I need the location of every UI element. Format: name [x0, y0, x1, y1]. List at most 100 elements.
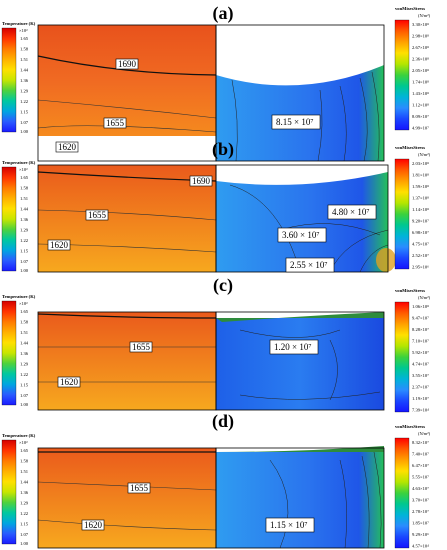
isotherm-label-box — [57, 376, 81, 388]
isotherm-label-box — [85, 209, 109, 221]
tick-label: 2.05×10⁸ — [412, 68, 429, 73]
colorbar-multiplier: ×10³ — [19, 301, 28, 306]
tick-label: 4.57×10⁴ — [412, 544, 429, 549]
stress-region — [216, 452, 384, 548]
tick-label: 1.36 — [20, 78, 29, 83]
tick-label: 1.51 — [20, 196, 29, 201]
panel-label: (c) — [213, 275, 233, 296]
colorbar-gradient — [394, 158, 410, 270]
isotherm-label: 1620 — [50, 240, 69, 250]
tick-label: 1.58 — [20, 459, 29, 464]
colorbar-title: Temperature (K) — [2, 433, 36, 438]
tick-label: 7.39×10⁴ — [412, 408, 429, 413]
stress-contour — [359, 77, 368, 162]
stress-field: 4.80 × 10⁷ 3.60 × 10⁷ 2.55 × 10⁷ — [215, 164, 396, 273]
stress-label: 1.20 × 10⁷ — [274, 342, 311, 352]
stress-contour — [229, 184, 301, 273]
stress-contour — [373, 451, 382, 549]
stress-colorbar: vonMisesStress (N/m²) 3.30×10⁸ 2.98×10⁸ … — [394, 6, 431, 131]
isotherm-label-box — [103, 117, 127, 129]
tick-label: 5.55×10⁷ — [412, 475, 429, 480]
colorbar-multiplier: ×10³ — [19, 440, 28, 445]
tick-label: 1.29 — [20, 362, 29, 367]
tick-label: 1.07 — [20, 532, 29, 537]
colorbar-title: Temperature (K) — [2, 294, 36, 299]
tick-label: 6.98×10⁷ — [412, 230, 429, 235]
isotherm-label-box — [115, 58, 139, 70]
stress-region — [216, 318, 384, 410]
tick-label: 1.29 — [20, 501, 29, 506]
colorbar-title: vonMisesStress — [395, 145, 425, 150]
melt-region — [38, 448, 216, 548]
isotherm-label-box — [127, 482, 151, 494]
tick-label: 1.06×10⁸ — [412, 304, 429, 309]
colorbar-gradient — [394, 19, 410, 131]
isotherm-label-box — [81, 519, 105, 531]
stress-contour — [269, 459, 289, 549]
isotherm-label: 1690 — [192, 176, 211, 186]
tick-label: 1.22 — [20, 99, 29, 104]
stress-region — [216, 172, 388, 272]
tick-label: 3.30×10⁸ — [412, 22, 429, 27]
colorbar-gradient — [1, 439, 17, 545]
tick-label: 1.12×10⁸ — [412, 103, 429, 108]
colorbar-gradient — [394, 301, 410, 413]
tick-label: 2.52×10⁷ — [412, 253, 429, 258]
tick-label: 1.36 — [20, 351, 29, 356]
tick-label: 1.22 — [20, 372, 29, 377]
tick-label: 2.78×10⁷ — [412, 509, 429, 514]
temperature-colorbar: Temperature (K) ×10³ 1.65 1.58 1.51 1.44… — [1, 294, 36, 407]
colorbar-ticks: 2.03×10⁸ 1.81×10⁸ 1.59×10⁸ 1.37×10⁸ 1.14… — [412, 161, 429, 270]
colorbar-gradient — [1, 166, 17, 272]
colorbar-multiplier: ×10³ — [19, 28, 28, 33]
surface-layer — [216, 312, 384, 322]
domain-outline — [215, 311, 385, 411]
tick-label: 1.19×10⁷ — [412, 396, 429, 401]
isotherm-label: 1620 — [58, 142, 77, 152]
colorbar-unit: (N/m²) — [418, 152, 431, 157]
panel-label: (a) — [213, 3, 234, 24]
tick-label: 1.36 — [20, 490, 29, 495]
stress-contour — [359, 244, 389, 273]
tick-label: 1.15 — [20, 522, 29, 527]
tick-label: 1.15 — [20, 383, 29, 388]
domain-outline — [215, 24, 385, 162]
tick-label: 1.15 — [20, 249, 29, 254]
isotherm-label: 1690 — [118, 59, 137, 69]
stress-label-box — [277, 227, 327, 243]
isotherm-label: 1655 — [88, 210, 107, 220]
panel-d: (d) Temperature (K) ×10³ 1.65 1.58 1.51 … — [1, 411, 431, 549]
tick-label: 1.22 — [20, 238, 29, 243]
stress-label-box — [265, 517, 315, 533]
tick-label: 1.81×10⁸ — [412, 173, 429, 178]
colorbar-gradient — [1, 27, 17, 133]
tick-label: 1.51 — [20, 57, 29, 62]
tick-label: 3.70×10⁷ — [412, 498, 429, 503]
colorbar-unit: (N/m²) — [418, 431, 431, 436]
surface-layer — [216, 446, 384, 452]
colorbar-title: vonMisesStress — [395, 6, 425, 11]
colorbar-ticks: 3.30×10⁸ 2.98×10⁸ 2.67×10⁸ 2.36×10⁸ 2.05… — [412, 22, 429, 131]
stress-label-box — [271, 114, 321, 130]
tick-label: 1.00 — [20, 129, 29, 134]
colorbar-ticks: 8.32×10⁷ 7.40×10⁷ 6.47×10⁷ 5.55×10⁷ 4.63… — [412, 440, 429, 549]
tick-label: 1.22 — [20, 511, 29, 516]
tick-label: 1.65 — [20, 36, 29, 41]
colorbar-ticks: 1.65 1.58 1.51 1.44 1.36 1.29 1.22 1.15 … — [20, 309, 29, 407]
stress-label: 3.60 × 10⁷ — [282, 230, 319, 240]
tick-label: 1.44 — [20, 341, 29, 346]
colorbar-ticks: 1.65 1.58 1.51 1.44 1.36 1.29 1.22 1.15 … — [20, 36, 29, 134]
stress-contour — [371, 71, 380, 162]
tick-label: 9.29×10⁶ — [412, 532, 429, 537]
colorbar-ticks: 1.65 1.58 1.51 1.44 1.36 1.29 1.22 1.15 … — [20, 448, 29, 546]
stress-contour — [239, 329, 341, 338]
tick-label: 7.40×10⁷ — [412, 452, 429, 457]
tick-label: 2.36×10⁸ — [412, 57, 429, 62]
tick-label: 2.95×10⁶ — [412, 265, 429, 270]
stress-label: 1.15 × 10⁷ — [270, 520, 307, 530]
tick-label: 1.00 — [20, 541, 29, 546]
colorbar-unit: (N/m²) — [418, 13, 431, 18]
tick-label: 4.63×10⁷ — [412, 486, 429, 491]
stress-label: 2.55 × 10⁷ — [290, 260, 327, 270]
